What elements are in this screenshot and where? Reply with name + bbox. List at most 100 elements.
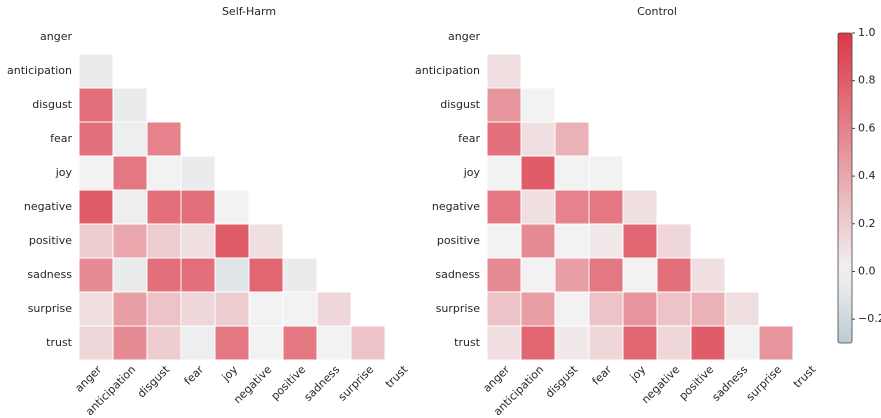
y-tick-label: fear — [50, 132, 72, 145]
heatmap-cell — [486, 223, 522, 259]
heatmap-cell — [486, 155, 522, 191]
heatmap-cell — [180, 291, 216, 327]
y-tick-label: positive — [437, 234, 480, 247]
heatmap-cell — [78, 121, 114, 157]
heatmap-cell — [656, 325, 692, 361]
heatmap-cell — [112, 325, 148, 361]
heatmap-cell — [248, 291, 284, 327]
heatmap-cell — [520, 155, 556, 191]
heatmap-cell — [554, 223, 590, 259]
heatmap-cell — [486, 121, 522, 157]
heatmap-cell — [180, 325, 216, 361]
heatmap-cell — [248, 257, 284, 293]
heatmap-cell — [78, 155, 114, 191]
heatmap-cell — [248, 223, 284, 259]
y-tick-label: trust — [46, 336, 73, 349]
heatmap-cell — [112, 121, 148, 157]
heatmap-cell — [588, 189, 624, 225]
colorbar-tick-label: −0.2 — [858, 312, 881, 325]
heatmap-cell — [486, 189, 522, 225]
y-tick-label: anticipation — [415, 64, 480, 77]
y-tick-label: joy — [55, 166, 73, 179]
heatmap-cell — [78, 257, 114, 293]
y-tick-label: disgust — [440, 98, 480, 111]
heatmap-cell — [146, 291, 182, 327]
heatmap-cell — [316, 325, 352, 361]
heatmap-cell — [758, 325, 794, 361]
heatmap-cell — [554, 155, 590, 191]
y-tick-label: fear — [458, 132, 480, 145]
heatmap-cell — [554, 325, 590, 361]
x-tick-label: anger — [72, 363, 104, 395]
heatmap-cell — [520, 257, 556, 293]
y-tick-label: disgust — [32, 98, 72, 111]
colorbar-tick-label: 0.0 — [858, 264, 876, 277]
heatmap-cell — [588, 325, 624, 361]
y-tick-label: positive — [29, 234, 72, 247]
heatmap-cell — [520, 87, 556, 123]
heatmap-cell — [350, 325, 386, 361]
heatmap-cell — [214, 325, 250, 361]
y-tick-label: joy — [463, 166, 481, 179]
heatmap-cell — [622, 325, 658, 361]
x-tick-label: sadness — [709, 363, 750, 404]
colorbar-tick-label: 0.8 — [858, 74, 876, 87]
heatmap-cell — [486, 87, 522, 123]
heatmap-cell — [146, 257, 182, 293]
heatmap-cell — [180, 223, 216, 259]
y-tick-label: trust — [454, 336, 481, 349]
heatmap-cell — [656, 291, 692, 327]
heatmap-cell — [554, 291, 590, 327]
heatmap-cell — [486, 291, 522, 327]
heatmap-cell — [112, 189, 148, 225]
heatmap-cell — [486, 53, 522, 89]
heatmap-cell — [146, 121, 182, 157]
heatmap-cell — [282, 325, 318, 361]
heatmap-cell — [78, 223, 114, 259]
colorbar-tick-label: 0.4 — [858, 169, 876, 182]
y-tick-label: anger — [40, 30, 72, 43]
x-tick-label: joy — [627, 363, 649, 385]
heatmap-cell — [690, 325, 726, 361]
x-tick-label: joy — [219, 363, 241, 385]
y-tick-label: sadness — [27, 268, 72, 281]
x-tick-label: trust — [383, 363, 411, 391]
heatmap-cell — [486, 325, 522, 361]
x-tick-label: surprise — [336, 363, 377, 404]
heatmap-cell — [656, 223, 692, 259]
x-tick-label: trust — [791, 363, 819, 391]
heatmap-cell — [78, 189, 114, 225]
x-tick-label: negative — [639, 363, 682, 406]
x-tick-label: fear — [182, 363, 207, 388]
heatmap-cell — [214, 189, 250, 225]
y-tick-label: negative — [24, 200, 72, 213]
heatmap-cell — [622, 189, 658, 225]
y-tick-label: surprise — [28, 302, 73, 315]
x-tick-label: disgust — [543, 363, 581, 401]
heatmap-cell — [146, 155, 182, 191]
heatmap-cell — [690, 291, 726, 327]
heatmap-cell — [588, 223, 624, 259]
heatmap-cell — [248, 325, 284, 361]
heatmap-cell — [214, 291, 250, 327]
heatmap-cell — [146, 189, 182, 225]
heatmap-cell — [282, 257, 318, 293]
colorbar — [837, 32, 853, 344]
heatmap-cell — [214, 257, 250, 293]
heatmap-cell — [282, 291, 318, 327]
heatmap-cell — [622, 257, 658, 293]
heatmap-cell — [78, 291, 114, 327]
x-tick-label: disgust — [135, 363, 173, 401]
heatmap-cell — [78, 325, 114, 361]
heatmap-cell — [112, 87, 148, 123]
x-tick-label: negative — [231, 363, 274, 406]
x-tick-label: surprise — [744, 363, 785, 404]
y-tick-label: negative — [432, 200, 480, 213]
heatmap-cell — [554, 257, 590, 293]
heatmap-cell — [690, 257, 726, 293]
heatmap-cell — [180, 155, 216, 191]
heatmap-cell — [180, 189, 216, 225]
heatmap-cell — [588, 257, 624, 293]
heatmap-cell — [554, 189, 590, 225]
